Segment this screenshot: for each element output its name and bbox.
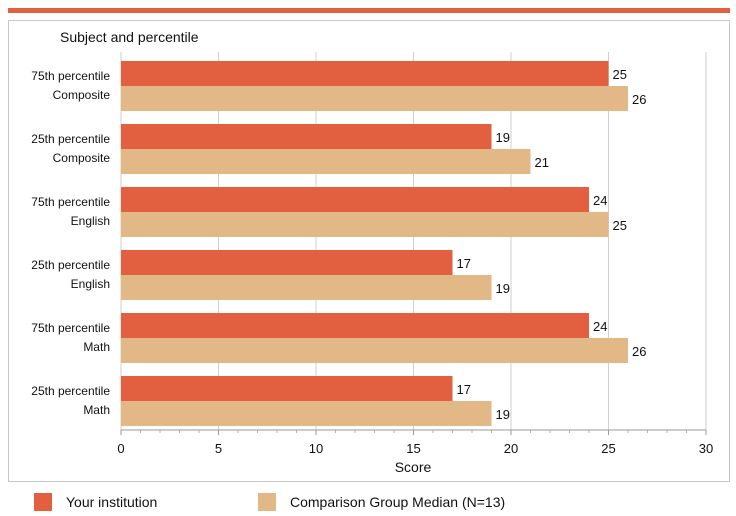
bar: [121, 212, 609, 237]
bar: [121, 149, 531, 174]
top-accent-rule: [8, 8, 730, 13]
x-tick-label: 20: [504, 441, 518, 456]
bar: [121, 376, 453, 401]
bar: [121, 86, 628, 111]
bar: [121, 401, 492, 426]
data-label: 24: [593, 193, 607, 208]
legend-item-your-institution: Your institution: [34, 492, 157, 512]
category-label-line2: Math: [83, 403, 110, 417]
legend-swatch-your-institution: [34, 493, 52, 511]
data-label: 25: [613, 218, 627, 233]
x-tick-label: 30: [699, 441, 713, 456]
data-label: 19: [496, 281, 510, 296]
x-axis-title: Score: [395, 459, 432, 475]
category-label-line1: 25th percentile: [31, 132, 110, 146]
category-label-line2: English: [71, 277, 110, 291]
y-axis-title: Subject and percentile: [60, 29, 199, 45]
legend-label-your-institution: Your institution: [66, 494, 158, 510]
x-tick-label: 15: [406, 441, 420, 456]
category-label-line1: 75th percentile: [31, 321, 110, 335]
data-labels: 25 26 19 21 24 25 17 19 24 26 17 19: [457, 67, 647, 422]
x-tick-label: 0: [117, 441, 124, 456]
data-label: 25: [613, 67, 627, 82]
bar: [121, 313, 589, 338]
category-labels: 75th percentile Composite 25th percentile C…: [31, 69, 110, 417]
category-label-line1: 25th percentile: [31, 258, 110, 272]
data-label: 26: [632, 92, 646, 107]
x-tick-labels: 0 5 10 15 20 25 30: [117, 441, 713, 456]
bar: [121, 124, 492, 149]
bar: [121, 187, 589, 212]
bars: [121, 61, 628, 426]
data-label: 21: [535, 155, 549, 170]
bar: [121, 250, 453, 275]
bar: [121, 61, 609, 86]
category-label-line2: Math: [83, 340, 110, 354]
data-label: 19: [496, 130, 510, 145]
category-label-line1: 75th percentile: [31, 69, 110, 83]
category-label-line2: Composite: [53, 88, 111, 102]
x-tick-label: 25: [601, 441, 615, 456]
bar: [121, 275, 492, 300]
legend-label-comparison-group: Comparison Group Median (N=13): [290, 494, 506, 510]
data-label: 24: [593, 319, 607, 334]
bar: [121, 338, 628, 363]
data-label: 17: [457, 382, 471, 397]
legend-swatch-comparison-group: [258, 493, 276, 511]
category-label-line2: Composite: [53, 151, 111, 165]
data-label: 19: [496, 407, 510, 422]
x-tick-label: 5: [215, 441, 222, 456]
x-tick-label: 10: [309, 441, 323, 456]
legend-item-comparison-group: Comparison Group Median (N=13): [258, 492, 505, 512]
category-label-line2: English: [71, 214, 110, 228]
data-label: 17: [457, 256, 471, 271]
data-label: 26: [632, 344, 646, 359]
category-label-line1: 25th percentile: [31, 384, 110, 398]
category-label-line1: 75th percentile: [31, 195, 110, 209]
